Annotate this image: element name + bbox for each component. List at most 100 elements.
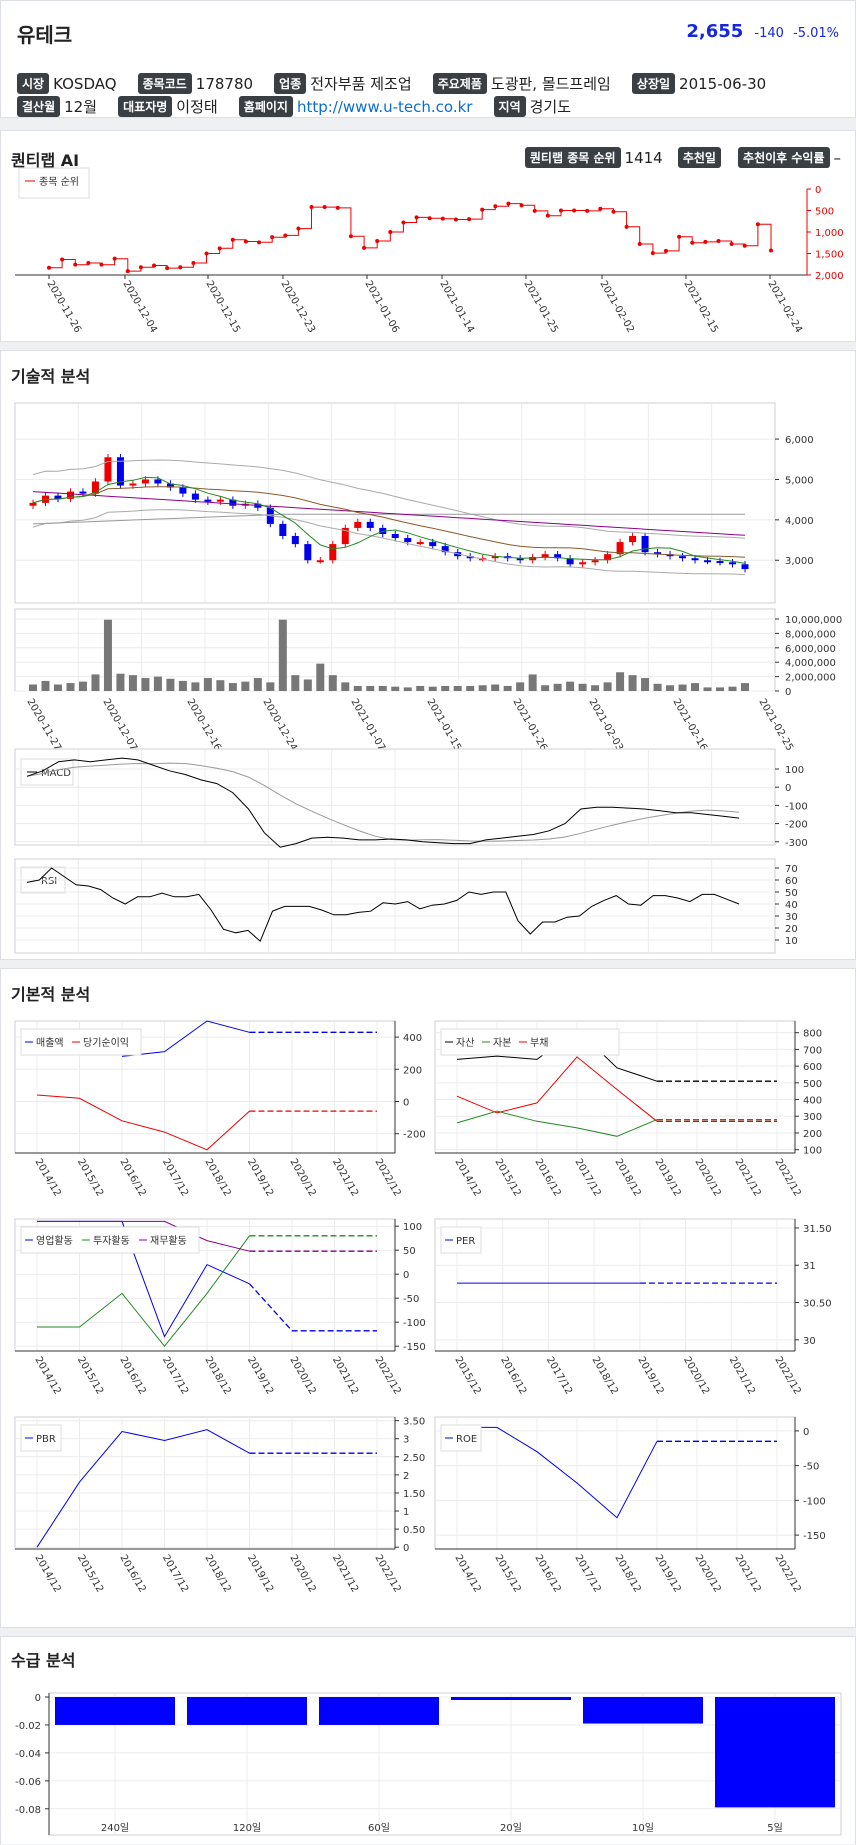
price-y-tick-label: 4,000 xyxy=(785,516,814,527)
fund-legend-box xyxy=(20,1226,200,1254)
fund-frame xyxy=(434,1416,796,1550)
bollinger-lower xyxy=(32,509,746,576)
rank-x-tick-label: 2020-11-26 xyxy=(44,279,83,335)
rank-point xyxy=(467,217,472,222)
macd-y-tick-label: -100 xyxy=(785,801,808,812)
fund-x-tick-label: 2020/12 xyxy=(692,1157,722,1198)
rank-point xyxy=(204,251,209,256)
macd-y-tick-label: 100 xyxy=(785,765,804,776)
rank-point xyxy=(506,201,511,206)
candle-body xyxy=(554,554,562,559)
volume-bar xyxy=(603,682,612,691)
volume-bar xyxy=(503,685,512,691)
supply-title: 수급 분석 xyxy=(11,1651,76,1670)
fund-legend-label: 당기순이익 xyxy=(83,1037,129,1049)
candle-body xyxy=(466,556,474,559)
fund-x-tick-label: 2016/12 xyxy=(532,1553,562,1594)
fund-x-tick-label: 2014/12 xyxy=(452,1157,482,1198)
candle-body xyxy=(54,495,62,499)
candle-body xyxy=(404,538,412,543)
candle-body xyxy=(204,499,212,502)
candle-body xyxy=(566,558,574,565)
volume-bar xyxy=(378,685,387,691)
rank-point xyxy=(572,208,577,213)
fund-y-tick-label: 100 xyxy=(803,1146,822,1157)
volume-bar xyxy=(366,685,375,691)
info-label-listing-date: 상장일 xyxy=(631,73,676,94)
fund-y-tick-label: -50 xyxy=(803,1462,819,1473)
rsi-y-tick-label: 60 xyxy=(785,876,798,887)
price-block: 2,655 -140 -5.01% xyxy=(686,21,839,42)
info-row-1: 시장 KOSDAQ 종목코드 178780 업종 전자부품 제조업 주요제품 도광판, … xyxy=(17,73,782,94)
info-value-listing-date: 2015-06-30 xyxy=(679,75,767,93)
rank-point xyxy=(99,262,104,267)
fund-x-tick-label: 2019/12 xyxy=(652,1553,682,1594)
fund-y-tick-label: 800 xyxy=(803,1029,822,1040)
rank-x-tick-label: 2021-02-15 xyxy=(681,279,720,335)
rank-point xyxy=(585,208,590,213)
fund-y-tick-label: 400 xyxy=(403,1033,422,1044)
homepage-link[interactable]: http://www.u-tech.co.kr xyxy=(296,98,473,116)
candle-body xyxy=(229,499,237,506)
fund-x-tick-label: 2017/12 xyxy=(160,1157,190,1198)
candle-body xyxy=(104,457,112,482)
info-value-ceo: 이정태 xyxy=(176,98,218,116)
fund-x-tick-label: 2021/12 xyxy=(732,1553,762,1594)
fund-y-tick-label: 700 xyxy=(803,1045,822,1056)
fund-x-tick-label: 2015/12 xyxy=(75,1355,105,1396)
fund-y-tick-label: 0 xyxy=(403,1543,409,1554)
rank-y-tick-label: 1,500 xyxy=(815,250,844,261)
rank-point xyxy=(112,256,117,261)
fund-series-line xyxy=(36,1429,250,1548)
supply-frame xyxy=(48,1692,842,1836)
volume-y-tick-label: 8,000,000 xyxy=(785,629,836,640)
rank-point xyxy=(47,265,51,270)
candle-body xyxy=(291,536,299,545)
candle-body xyxy=(541,554,549,558)
technical-date-label: 2021-02-03 xyxy=(586,697,625,753)
technical-date-label: 2021-02-25 xyxy=(756,697,795,753)
fund-legend-label: 자본 xyxy=(493,1037,511,1049)
supply-chart: 0 -0.02 -0.04 -0.06 -0.08 240일 120일 60일 20일 10일 5일 xyxy=(15,1692,842,1836)
candle-body xyxy=(341,527,349,545)
fund-x-tick-label: 2018/12 xyxy=(612,1553,642,1594)
rank-point xyxy=(73,262,78,267)
info-row-2: 결산월 12월 대표자명 이정태 홈페이지 http://www.u-tech.co.… xyxy=(17,96,587,117)
stock-header-card: 유테크 2,655 -140 -5.01% 시장 KOSDAQ 종목코드 17878… xyxy=(0,0,856,118)
volume-bar xyxy=(153,676,162,691)
fund-y-tick-label: 50 xyxy=(403,1246,416,1257)
technical-title: 기술적 분석 xyxy=(11,367,91,386)
fund-x-tick-label: 2022/12 xyxy=(372,1553,402,1594)
rank-point xyxy=(178,265,183,270)
fund-x-tick-label: 2016/12 xyxy=(117,1157,147,1198)
fundamental-panel-1: 400 200 0 -200 매출액 당기순이익 2014/12 2015/12 2016/12… xyxy=(14,1020,426,1198)
fund-x-tick-label: 2017/12 xyxy=(544,1355,574,1396)
candle-body xyxy=(416,542,424,545)
volume-bar xyxy=(653,683,662,691)
fund-y-tick-label: 30.50 xyxy=(803,1299,832,1310)
volume-bar xyxy=(353,685,362,691)
volume-bar xyxy=(178,680,187,691)
fund-y-tick-label: -150 xyxy=(403,1342,426,1353)
fund-x-tick-label: 2017/12 xyxy=(572,1553,602,1594)
candle-body xyxy=(141,479,149,484)
rank-point xyxy=(690,240,695,245)
info-label-code: 종목코드 xyxy=(137,73,192,94)
fund-series-line xyxy=(457,1426,658,1519)
volume-bar xyxy=(303,679,312,691)
fundamental-panel-4: 31.50 31 30.50 30 PER 2015/12 2016/12 2017/12 20… xyxy=(434,1218,832,1396)
fund-series-line xyxy=(456,1110,658,1137)
rank-point xyxy=(611,209,616,214)
fund-x-tick-label: 2018/12 xyxy=(202,1355,232,1396)
rank-legend-box xyxy=(18,167,90,199)
volume-bar xyxy=(128,675,137,691)
fund-y-tick-label: 200 xyxy=(403,1065,422,1076)
candle-body xyxy=(316,560,324,563)
fund-legend-label: 재무활동 xyxy=(150,1234,187,1247)
candle-body xyxy=(516,558,524,561)
candle-body xyxy=(179,487,187,494)
volume-bar xyxy=(216,680,225,691)
candle-body xyxy=(591,560,599,563)
info-value-region: 경기도 xyxy=(529,98,572,116)
candle-body xyxy=(304,544,312,561)
